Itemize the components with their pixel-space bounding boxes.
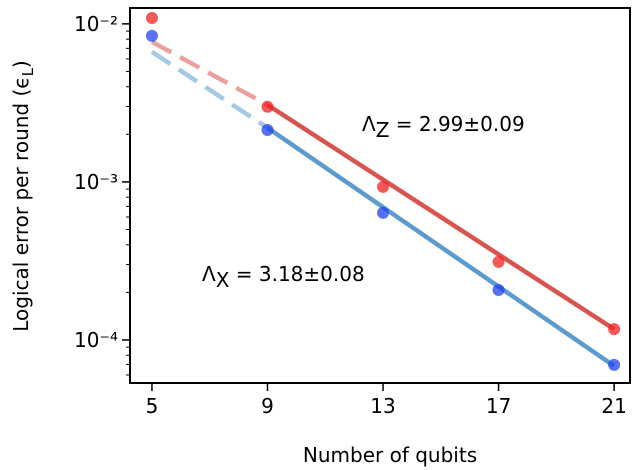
annotation: ΛX = 3.18±0.08 <box>202 262 365 292</box>
plot-frame <box>129 7 631 384</box>
fit-extrapolation <box>150 49 269 130</box>
y-tick-label: 10⁻³ <box>74 170 118 194</box>
fit-line <box>266 125 616 368</box>
x-tick-label: 9 <box>261 394 274 418</box>
y-tick-label: 10⁻² <box>74 12 118 36</box>
fit-extrapolation <box>150 39 269 107</box>
annotation-sub: Z <box>376 118 390 142</box>
x-tick-label: 5 <box>146 394 159 418</box>
annotation-text: = 2.99±0.09 <box>389 112 524 136</box>
data-point <box>492 284 505 297</box>
x-tick-label: 21 <box>601 394 626 418</box>
x-tick-label: 17 <box>486 394 511 418</box>
data-point <box>608 323 621 336</box>
x-axis-label: Number of qubits <box>303 443 477 467</box>
data-point <box>377 180 390 193</box>
fit-line <box>266 103 616 332</box>
y-label-main: Logical error per round (ϵ <box>9 76 33 331</box>
y-label-close: ) <box>9 60 33 68</box>
y-tick-label: 10⁻⁴ <box>74 328 118 352</box>
data-point <box>261 100 274 113</box>
data-point <box>492 255 505 268</box>
x-tick-label: 13 <box>370 394 395 418</box>
y-label-sub: L <box>19 67 37 76</box>
data-point <box>145 29 158 42</box>
annotation: ΛZ = 2.99±0.09 <box>362 112 525 142</box>
data-point <box>608 358 621 371</box>
data-point <box>377 206 390 219</box>
annotation-sub: X <box>216 268 230 292</box>
annotation-text: = 3.18±0.08 <box>229 262 364 286</box>
data-point <box>145 11 158 24</box>
data-point <box>261 124 274 137</box>
annotation-symbol: Λ <box>362 112 376 136</box>
y-axis-label: Logical error per round (ϵL) <box>9 60 37 332</box>
annotation-symbol: Λ <box>202 262 216 286</box>
